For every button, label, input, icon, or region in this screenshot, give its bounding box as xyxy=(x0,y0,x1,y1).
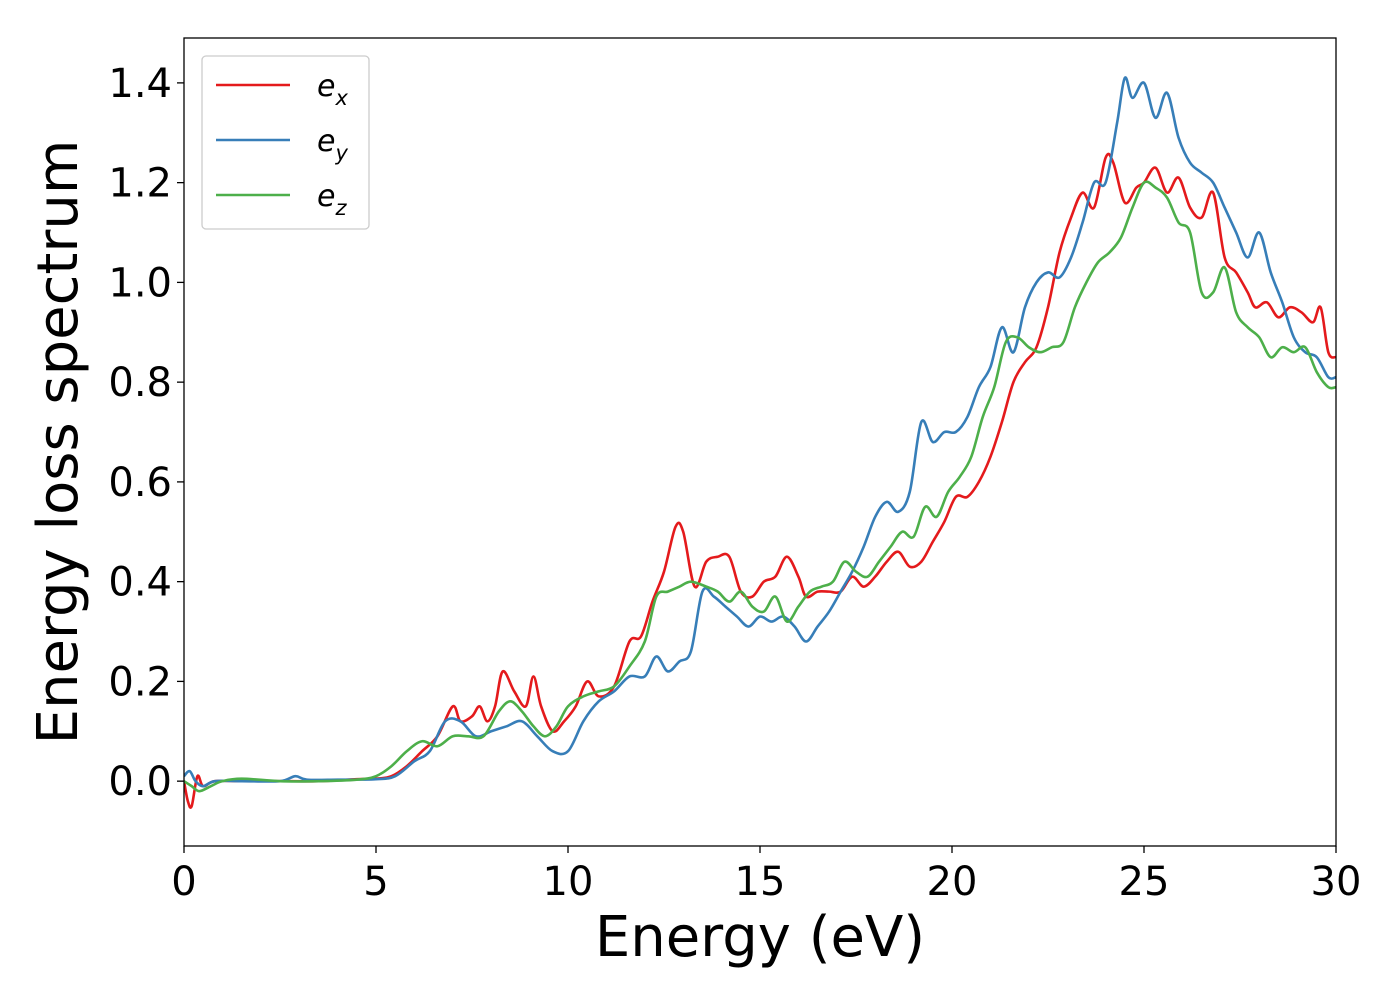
y-tick-label: 0.6 xyxy=(108,460,172,506)
x-axis-title: Energy (eV) xyxy=(595,905,925,970)
series-line-e-z xyxy=(184,180,1336,793)
y-tick-label: 0.0 xyxy=(108,759,172,805)
legend-box xyxy=(201,55,370,230)
y-tick-label: 0.2 xyxy=(108,659,172,705)
series-line-e-y xyxy=(184,76,1336,788)
x-tick-label: 30 xyxy=(1311,859,1362,905)
y-axis-title: Energy loss spectrum xyxy=(26,140,91,745)
x-axis: 0 5 10 15 20 25 30 xyxy=(171,846,1361,905)
y-tick-label: 1.0 xyxy=(108,260,172,306)
y-tick-label: 1.2 xyxy=(108,161,172,207)
x-tick-label: 25 xyxy=(1119,859,1170,905)
y-axis: 0.0 0.2 0.4 0.6 0.8 1.0 1.2 1.4 xyxy=(108,61,184,805)
x-tick-label: 15 xyxy=(735,859,786,905)
x-tick-label: 0 xyxy=(171,859,196,905)
x-tick-label: 5 xyxy=(363,859,388,905)
x-tick-label: 20 xyxy=(927,859,978,905)
y-tick-label: 0.4 xyxy=(108,560,172,606)
y-tick-label: 0.8 xyxy=(108,360,172,406)
series-layer xyxy=(184,76,1336,809)
y-tick-label: 1.4 xyxy=(108,61,172,107)
x-tick-label: 10 xyxy=(543,859,594,905)
